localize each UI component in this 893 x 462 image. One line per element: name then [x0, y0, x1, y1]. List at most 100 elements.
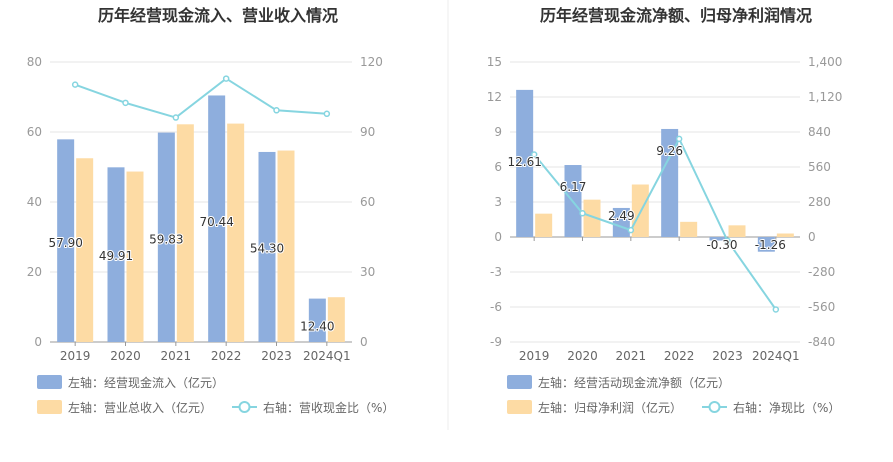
chart-2-legend-label: 左轴：归母净利润（亿元） [538, 400, 682, 415]
chart-1-legend-label: 左轴：营业总收入（亿元） [68, 400, 212, 415]
chart-1-ratio-point [172, 114, 180, 121]
chart-2-bar-secondary [583, 199, 601, 237]
chart-2-left-tick: 3 [494, 195, 502, 209]
chart-1-left-tick: 20 [27, 265, 42, 279]
chart-2-legend-swatch-point [708, 401, 721, 413]
chart-2-left-tick: -3 [490, 265, 502, 279]
chart-2-legend-swatch [507, 375, 532, 389]
chart-1-data-label: 54.30 [250, 242, 284, 256]
chart-1-x-tick: 2022 [211, 349, 242, 363]
chart-1-ratio-point [323, 110, 331, 118]
chart-2-data-label: 2.49 [608, 209, 635, 223]
chart-1-title: 历年经营现金流入、营业收入情况 [98, 6, 338, 25]
chart-2-data-label: -0.30 [706, 238, 737, 252]
chart-2-right-tick: 0 [808, 230, 816, 244]
chart-1-bar-primary [258, 151, 276, 342]
chart-2-left-tick: 6 [494, 160, 502, 174]
chart-1-legend-swatch [37, 375, 62, 389]
chart-1-data-label: 57.90 [48, 236, 82, 250]
chart-2-right-tick: 560 [808, 160, 831, 174]
chart-2-bar-primary [709, 237, 727, 241]
chart-2-x-tick: 2020 [567, 349, 598, 363]
chart-1-bar-primary [157, 132, 175, 342]
chart-1-x-tick: 2019 [60, 349, 91, 363]
chart-2-bar-primary [612, 207, 630, 237]
chart-2-right-tick: 1,400 [808, 55, 842, 69]
chart-2-ratio-point [579, 210, 586, 217]
chart-2-x-tick: 2022 [664, 349, 695, 363]
chart-2-data-label: -1.26 [755, 238, 786, 252]
chart-2-ratio-point [627, 226, 635, 234]
chart-2-ratio-point [772, 306, 780, 313]
chart-1-data-label: 59.83 [149, 233, 183, 247]
chart-2-right-tick: 280 [808, 195, 831, 209]
chart-1-right-tick: 90 [360, 125, 375, 139]
chart-1-left-tick: 40 [27, 195, 42, 209]
chart-1-ratio-line [74, 77, 327, 119]
chart-1-legend-swatch [37, 400, 62, 414]
chart-2-legend-label: 右轴：净现比（%） [733, 400, 840, 415]
chart-1-right-tick: 30 [360, 265, 375, 279]
chart-1-bar-secondary [227, 123, 245, 342]
chart-2-left-tick: 0 [494, 230, 502, 244]
chart-2-x-tick: 2019 [519, 349, 550, 363]
chart-1-left-tick: 0 [34, 335, 42, 349]
chart-2-left-tick: 12 [487, 90, 502, 104]
chart-1-x-tick: 2021 [161, 349, 192, 363]
chart-2-title: 历年经营现金流净额、归母净利润情况 [540, 6, 812, 25]
chart-2-right-tick: 1,120 [808, 90, 842, 104]
chart-1-bar-secondary [76, 158, 94, 342]
chart-1-legend-label: 右轴：营收现金比（%） [263, 400, 394, 415]
chart-1-data-label: 49.91 [99, 249, 133, 263]
chart-2-right-tick: 840 [808, 125, 831, 139]
chart-2-ratio-point [530, 151, 538, 158]
chart-1-x-tick: 2020 [110, 349, 141, 363]
chart-2-left-tick: 15 [487, 55, 502, 69]
chart-1-ratio-point [273, 107, 280, 114]
chart-2-legend-swatch [507, 400, 532, 414]
chart-2-right-tick: -280 [808, 265, 835, 279]
chart-2-x-tick: 2023 [712, 349, 743, 363]
chart-1-ratio-point [71, 81, 79, 88]
chart-1-right-tick: 120 [360, 55, 383, 69]
chart-1-bar-secondary [327, 297, 345, 342]
chart-2-ratio-point [675, 135, 683, 143]
chart-1-ratio-point [122, 99, 129, 107]
chart-1-data-label: 12.40 [300, 319, 334, 333]
chart-2-bar-primary [661, 128, 679, 237]
chart-1-left-tick: 80 [27, 55, 42, 69]
chart-1-left-tick: 60 [27, 125, 42, 139]
chart-2-bar-secondary [680, 221, 698, 237]
chart-1-ratio-point [222, 75, 230, 82]
chart-1-bar-primary [208, 95, 226, 343]
chart-2-data-label: 12.61 [507, 155, 541, 169]
chart-2-bar-primary [757, 237, 775, 252]
chart-2-left-tick: -9 [490, 335, 502, 349]
chart-2-right-tick: -560 [808, 300, 835, 314]
chart-1-x-tick: 2023 [261, 349, 292, 363]
chart-1-legend-label: 左轴：经营现金流入（亿元） [68, 375, 224, 390]
chart-2-ratio-line [533, 136, 777, 311]
chart-2-left-tick: -6 [490, 300, 502, 314]
chart-2-x-tick: 2024Q1 [752, 349, 800, 363]
chart-2-data-label: 6.17 [560, 180, 587, 194]
chart-2-x-tick: 2021 [616, 349, 647, 363]
chart-1-bar-primary [308, 298, 326, 342]
chart-1-legend-swatch-point [238, 401, 251, 413]
chart-1-data-label: 70.44 [199, 215, 233, 229]
chart-1-x-tick: 2024Q1 [303, 349, 351, 363]
chart-2-bar-secondary [776, 233, 794, 237]
chart-1-bar-secondary [176, 124, 194, 342]
chart-1-right-tick: 0 [360, 335, 368, 349]
chart-2-data-label: 9.26 [656, 144, 683, 158]
chart-1-bar-secondary [126, 171, 144, 342]
chart-2-right-tick: -840 [808, 335, 835, 349]
chart-1-right-tick: 60 [360, 195, 375, 209]
chart-1-bar-primary [107, 167, 125, 342]
chart-1-bar-secondary [277, 150, 295, 342]
chart-2-legend-label: 左轴：经营活动现金流净额（亿元） [538, 375, 730, 390]
chart-2-left-tick: 9 [494, 125, 502, 139]
chart-1-bar-primary [57, 139, 75, 342]
